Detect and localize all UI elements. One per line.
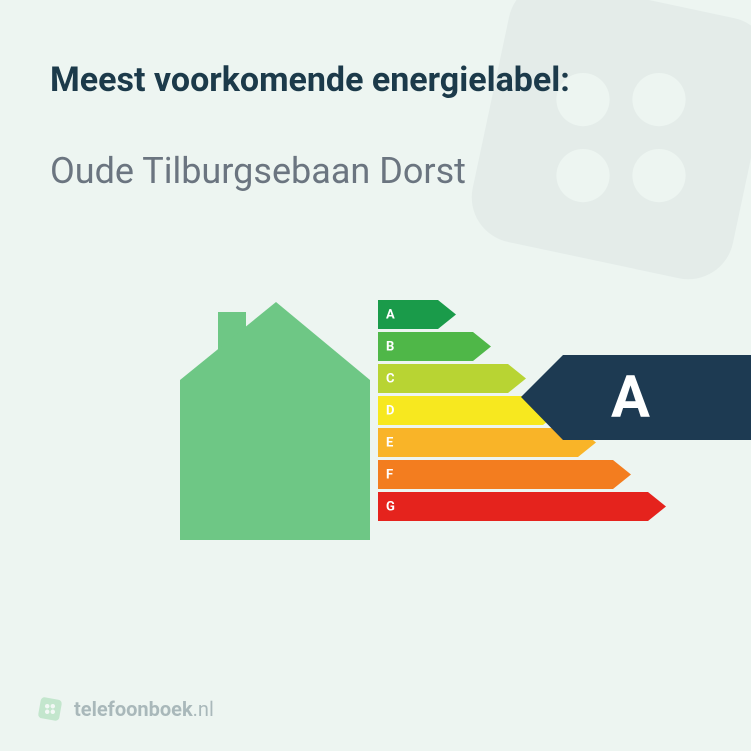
footer-logo-icon (36, 695, 64, 723)
page-title: Meest voorkomende energielabel: (50, 60, 701, 100)
bar-label: C (386, 371, 395, 386)
energy-bar-g: G (378, 492, 666, 521)
bar-label: A (386, 307, 395, 322)
energy-bar-a: A (378, 300, 666, 329)
bar-label: F (386, 467, 393, 482)
footer-brand: telefoonboek.nl (36, 695, 214, 723)
page-subtitle: Oude Tilburgsebaan Dorst (50, 150, 701, 192)
bar-label: E (386, 435, 393, 450)
energy-bar-f: F (378, 460, 666, 489)
footer-brand-light: .nl (193, 697, 214, 721)
bar-label: D (386, 403, 394, 418)
bar-label: G (386, 499, 395, 514)
energy-badge: A (521, 355, 751, 440)
footer-brand-bold: telefoonboek (74, 697, 193, 721)
bar-label: B (386, 339, 394, 354)
badge-letter: A (611, 364, 650, 432)
footer-text: telefoonboek.nl (74, 697, 214, 721)
house-icon (180, 300, 370, 520)
